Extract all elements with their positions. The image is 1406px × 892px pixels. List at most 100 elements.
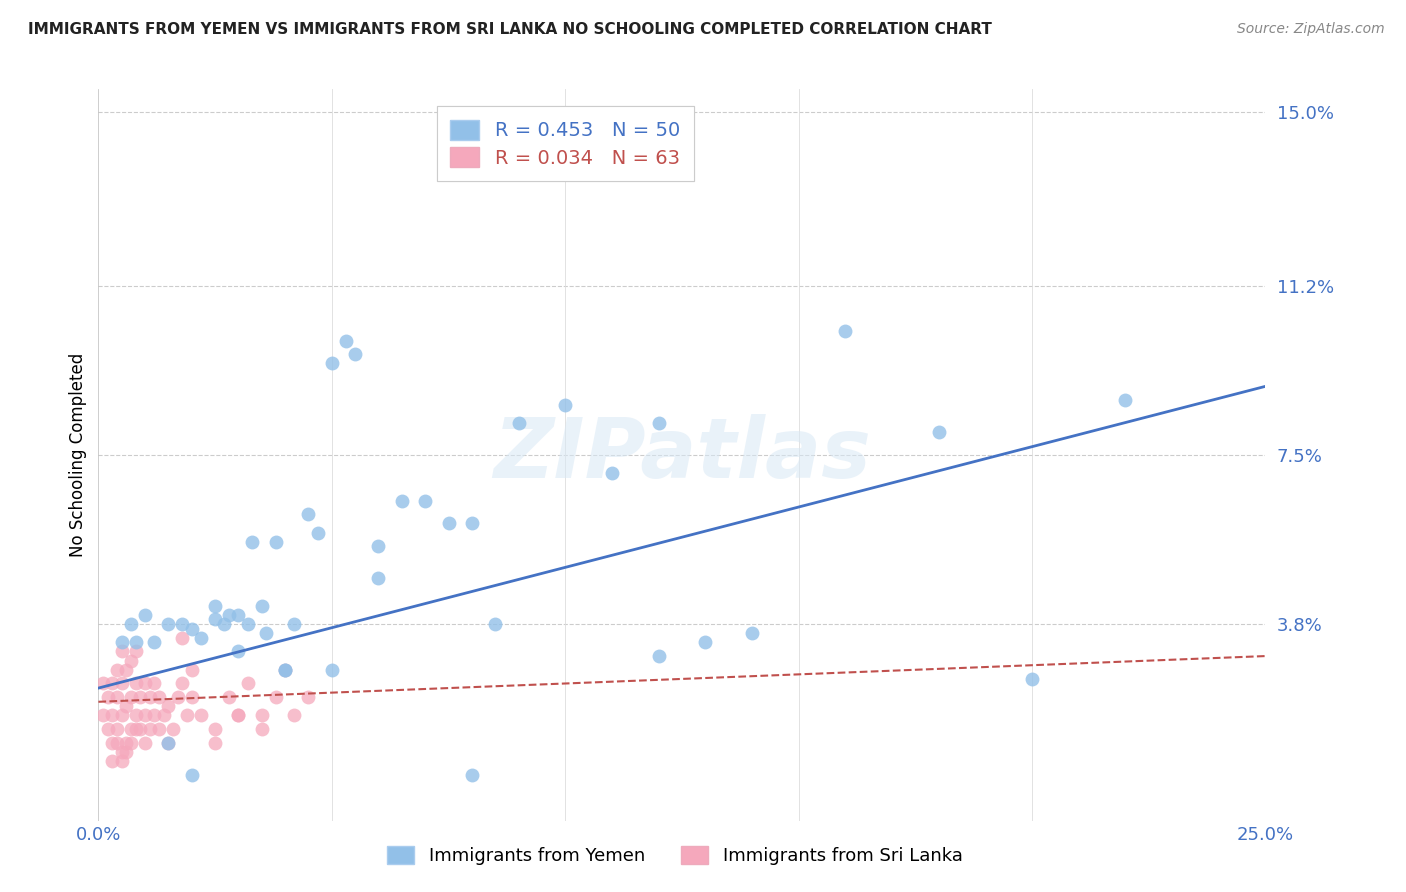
Point	[111, 745, 134, 759]
Point	[190, 708, 212, 723]
Point	[120, 654, 142, 668]
Point	[125, 644, 148, 658]
Point	[228, 644, 250, 658]
Point	[283, 617, 305, 632]
Point	[111, 676, 134, 690]
Point	[143, 635, 166, 649]
Point	[134, 708, 156, 723]
Point	[152, 708, 174, 723]
Point	[274, 663, 297, 677]
Point	[242, 534, 264, 549]
Point	[105, 736, 128, 750]
Point	[180, 690, 202, 705]
Point	[367, 571, 389, 585]
Point	[647, 416, 669, 430]
Point	[344, 347, 367, 361]
Point	[176, 708, 198, 723]
Point	[928, 425, 950, 439]
Y-axis label: No Schooling Completed: No Schooling Completed	[69, 353, 87, 557]
Point	[129, 690, 152, 705]
Point	[367, 539, 389, 553]
Point	[157, 736, 180, 750]
Point	[111, 644, 134, 658]
Point	[214, 617, 236, 632]
Point	[172, 631, 194, 645]
Point	[148, 690, 170, 705]
Point	[321, 356, 343, 371]
Point	[834, 325, 856, 339]
Point	[218, 607, 240, 622]
Point	[105, 663, 128, 677]
Point	[274, 663, 297, 677]
Point	[554, 398, 576, 412]
Point	[172, 617, 194, 632]
Point	[204, 736, 226, 750]
Point	[143, 708, 166, 723]
Point	[120, 690, 142, 705]
Point	[484, 617, 506, 632]
Point	[101, 754, 124, 768]
Point	[461, 768, 484, 782]
Point	[600, 466, 623, 480]
Point	[180, 768, 202, 782]
Point	[256, 626, 278, 640]
Point	[204, 613, 226, 627]
Point	[391, 493, 413, 508]
Point	[101, 736, 124, 750]
Point	[250, 599, 273, 613]
Point	[741, 626, 763, 640]
Point	[204, 723, 226, 737]
Point	[143, 676, 166, 690]
Point	[120, 723, 142, 737]
Point	[97, 723, 120, 737]
Point	[101, 676, 124, 690]
Point	[125, 676, 148, 690]
Point	[157, 617, 180, 632]
Point	[321, 663, 343, 677]
Point	[115, 736, 138, 750]
Point	[180, 622, 202, 636]
Point	[228, 708, 250, 723]
Point	[166, 690, 188, 705]
Point	[105, 723, 128, 737]
Point	[461, 516, 484, 531]
Point	[148, 723, 170, 737]
Point	[115, 745, 138, 759]
Point	[134, 736, 156, 750]
Point	[91, 676, 114, 690]
Point	[228, 607, 250, 622]
Legend: R = 0.453   N = 50, R = 0.034   N = 63: R = 0.453 N = 50, R = 0.034 N = 63	[437, 106, 693, 181]
Text: Source: ZipAtlas.com: Source: ZipAtlas.com	[1237, 22, 1385, 37]
Point	[236, 676, 259, 690]
Point	[695, 635, 717, 649]
Point	[157, 736, 180, 750]
Point	[139, 690, 162, 705]
Point	[125, 635, 148, 649]
Point	[437, 516, 460, 531]
Legend: Immigrants from Yemen, Immigrants from Sri Lanka: Immigrants from Yemen, Immigrants from S…	[378, 837, 972, 874]
Text: IMMIGRANTS FROM YEMEN VS IMMIGRANTS FROM SRI LANKA NO SCHOOLING COMPLETED CORREL: IMMIGRANTS FROM YEMEN VS IMMIGRANTS FROM…	[28, 22, 993, 37]
Point	[250, 708, 273, 723]
Point	[180, 663, 202, 677]
Point	[101, 708, 124, 723]
Point	[111, 708, 134, 723]
Point	[1021, 672, 1043, 686]
Point	[162, 723, 184, 737]
Point	[1114, 392, 1136, 407]
Point	[134, 676, 156, 690]
Point	[115, 699, 138, 714]
Point	[111, 635, 134, 649]
Point	[115, 663, 138, 677]
Point	[264, 534, 287, 549]
Point	[250, 723, 273, 737]
Point	[274, 663, 297, 677]
Point	[218, 690, 240, 705]
Point	[647, 649, 669, 664]
Point	[236, 617, 259, 632]
Point	[307, 525, 329, 540]
Point	[111, 754, 134, 768]
Point	[264, 690, 287, 705]
Point	[190, 631, 212, 645]
Point	[413, 493, 436, 508]
Point	[139, 723, 162, 737]
